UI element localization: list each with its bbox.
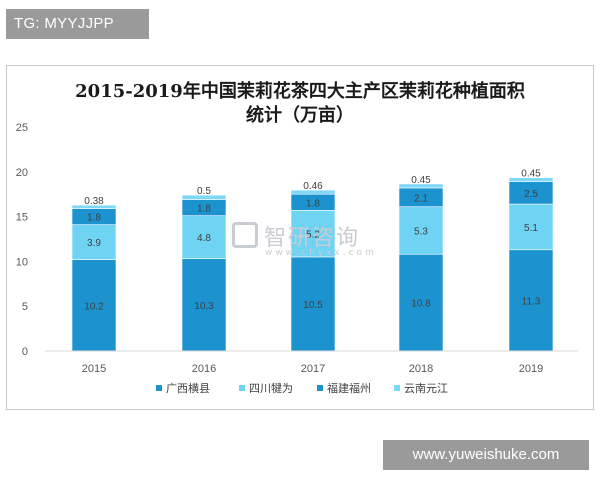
bar-segment — [398, 183, 444, 189]
chart-title: 2015-2019年中国茉莉花茶四大主产区茉莉花种植面积 统计（万亩） — [0, 80, 600, 128]
watermark-text: 智研咨询 — [264, 226, 361, 251]
legend-label: 广西横县 — [166, 381, 210, 395]
data-label: 0.45 — [411, 175, 431, 186]
bar-segment — [71, 259, 117, 352]
x-tick-label: 2017 — [301, 363, 325, 375]
legend-label: 四川犍为 — [249, 382, 293, 395]
data-label: 1.8 — [306, 198, 320, 209]
legend-label: 云南元江 — [404, 382, 448, 395]
bottom-url-label: www.yuweishuke.com — [383, 440, 589, 470]
top-label: TG: MYYJJPP — [6, 9, 149, 39]
bar-segment — [290, 189, 336, 195]
y-axis: 0 5 10 15 20 25 — [16, 122, 28, 358]
data-label: 11.3 — [522, 296, 541, 307]
y-tick-label: 10 — [16, 256, 28, 268]
bar-segment — [508, 203, 554, 251]
watermark-logo-icon — [232, 222, 258, 248]
data-label: 10.5 — [303, 300, 323, 311]
legend-swatch — [317, 385, 323, 391]
chart-title-line-2: 统计（万亩） — [246, 105, 354, 126]
bar-segment — [181, 215, 227, 260]
bar-segment — [71, 224, 117, 260]
data-label: 0.46 — [303, 181, 323, 192]
x-tick-label: 2016 — [192, 363, 216, 375]
bar-segment — [71, 204, 117, 209]
data-label: 5.2 — [306, 230, 320, 241]
bar-segment — [398, 253, 444, 352]
data-label: 2.1 — [414, 193, 428, 204]
x-axis: 2015 2016 2017 2018 2019 — [45, 350, 578, 375]
x-tick-label: 2019 — [519, 363, 543, 375]
x-tick-label: 2018 — [409, 363, 433, 375]
data-label: 10.2 — [84, 301, 104, 312]
bar-segment — [181, 194, 227, 200]
legend-swatch — [394, 385, 400, 391]
legend: 广西横县 四川犍为 福建福州 云南元江 — [156, 381, 448, 395]
y-tick-label: 20 — [16, 167, 28, 179]
legend-label: 福建福州 — [327, 381, 371, 395]
data-label: 3.9 — [87, 238, 101, 249]
y-tick-label: 25 — [16, 122, 28, 134]
data-label: 0.5 — [197, 186, 211, 197]
bar-segment — [290, 210, 336, 258]
data-label: 0.38 — [84, 196, 104, 207]
watermark-url: www.chyxx.com — [265, 248, 377, 258]
bar-segment — [181, 258, 227, 352]
data-label: 10.8 — [411, 299, 431, 310]
bar-segment — [398, 206, 444, 255]
data-label: 2.5 — [524, 189, 538, 200]
data-label: 5.3 — [414, 226, 428, 237]
chart-title-line-1: 2015-2019年中国茉莉花茶四大主产区茉莉花种植面积 — [75, 81, 525, 102]
legend-swatch — [239, 385, 245, 391]
y-tick-label: 5 — [22, 301, 28, 313]
data-label: 5.1 — [524, 223, 538, 234]
data-label: 1.8 — [87, 213, 101, 224]
legend-swatch — [156, 385, 162, 391]
data-label: 1.8 — [197, 204, 211, 215]
x-tick-label: 2015 — [82, 363, 106, 375]
y-tick-label: 15 — [16, 212, 28, 224]
bar-segment — [508, 249, 554, 352]
data-label: 10.3 — [194, 301, 214, 312]
bar-segment — [290, 256, 336, 352]
data-label: 4.8 — [197, 233, 211, 244]
bar-segment — [508, 177, 554, 182]
bars: 10.2 3.9 1.8 0.38 10.3 4.8 1.8 0.5 10.5 5.2 1.8 0.4… — [71, 169, 554, 352]
y-tick-label: 0 — [22, 346, 28, 358]
data-label: 0.45 — [521, 169, 541, 180]
